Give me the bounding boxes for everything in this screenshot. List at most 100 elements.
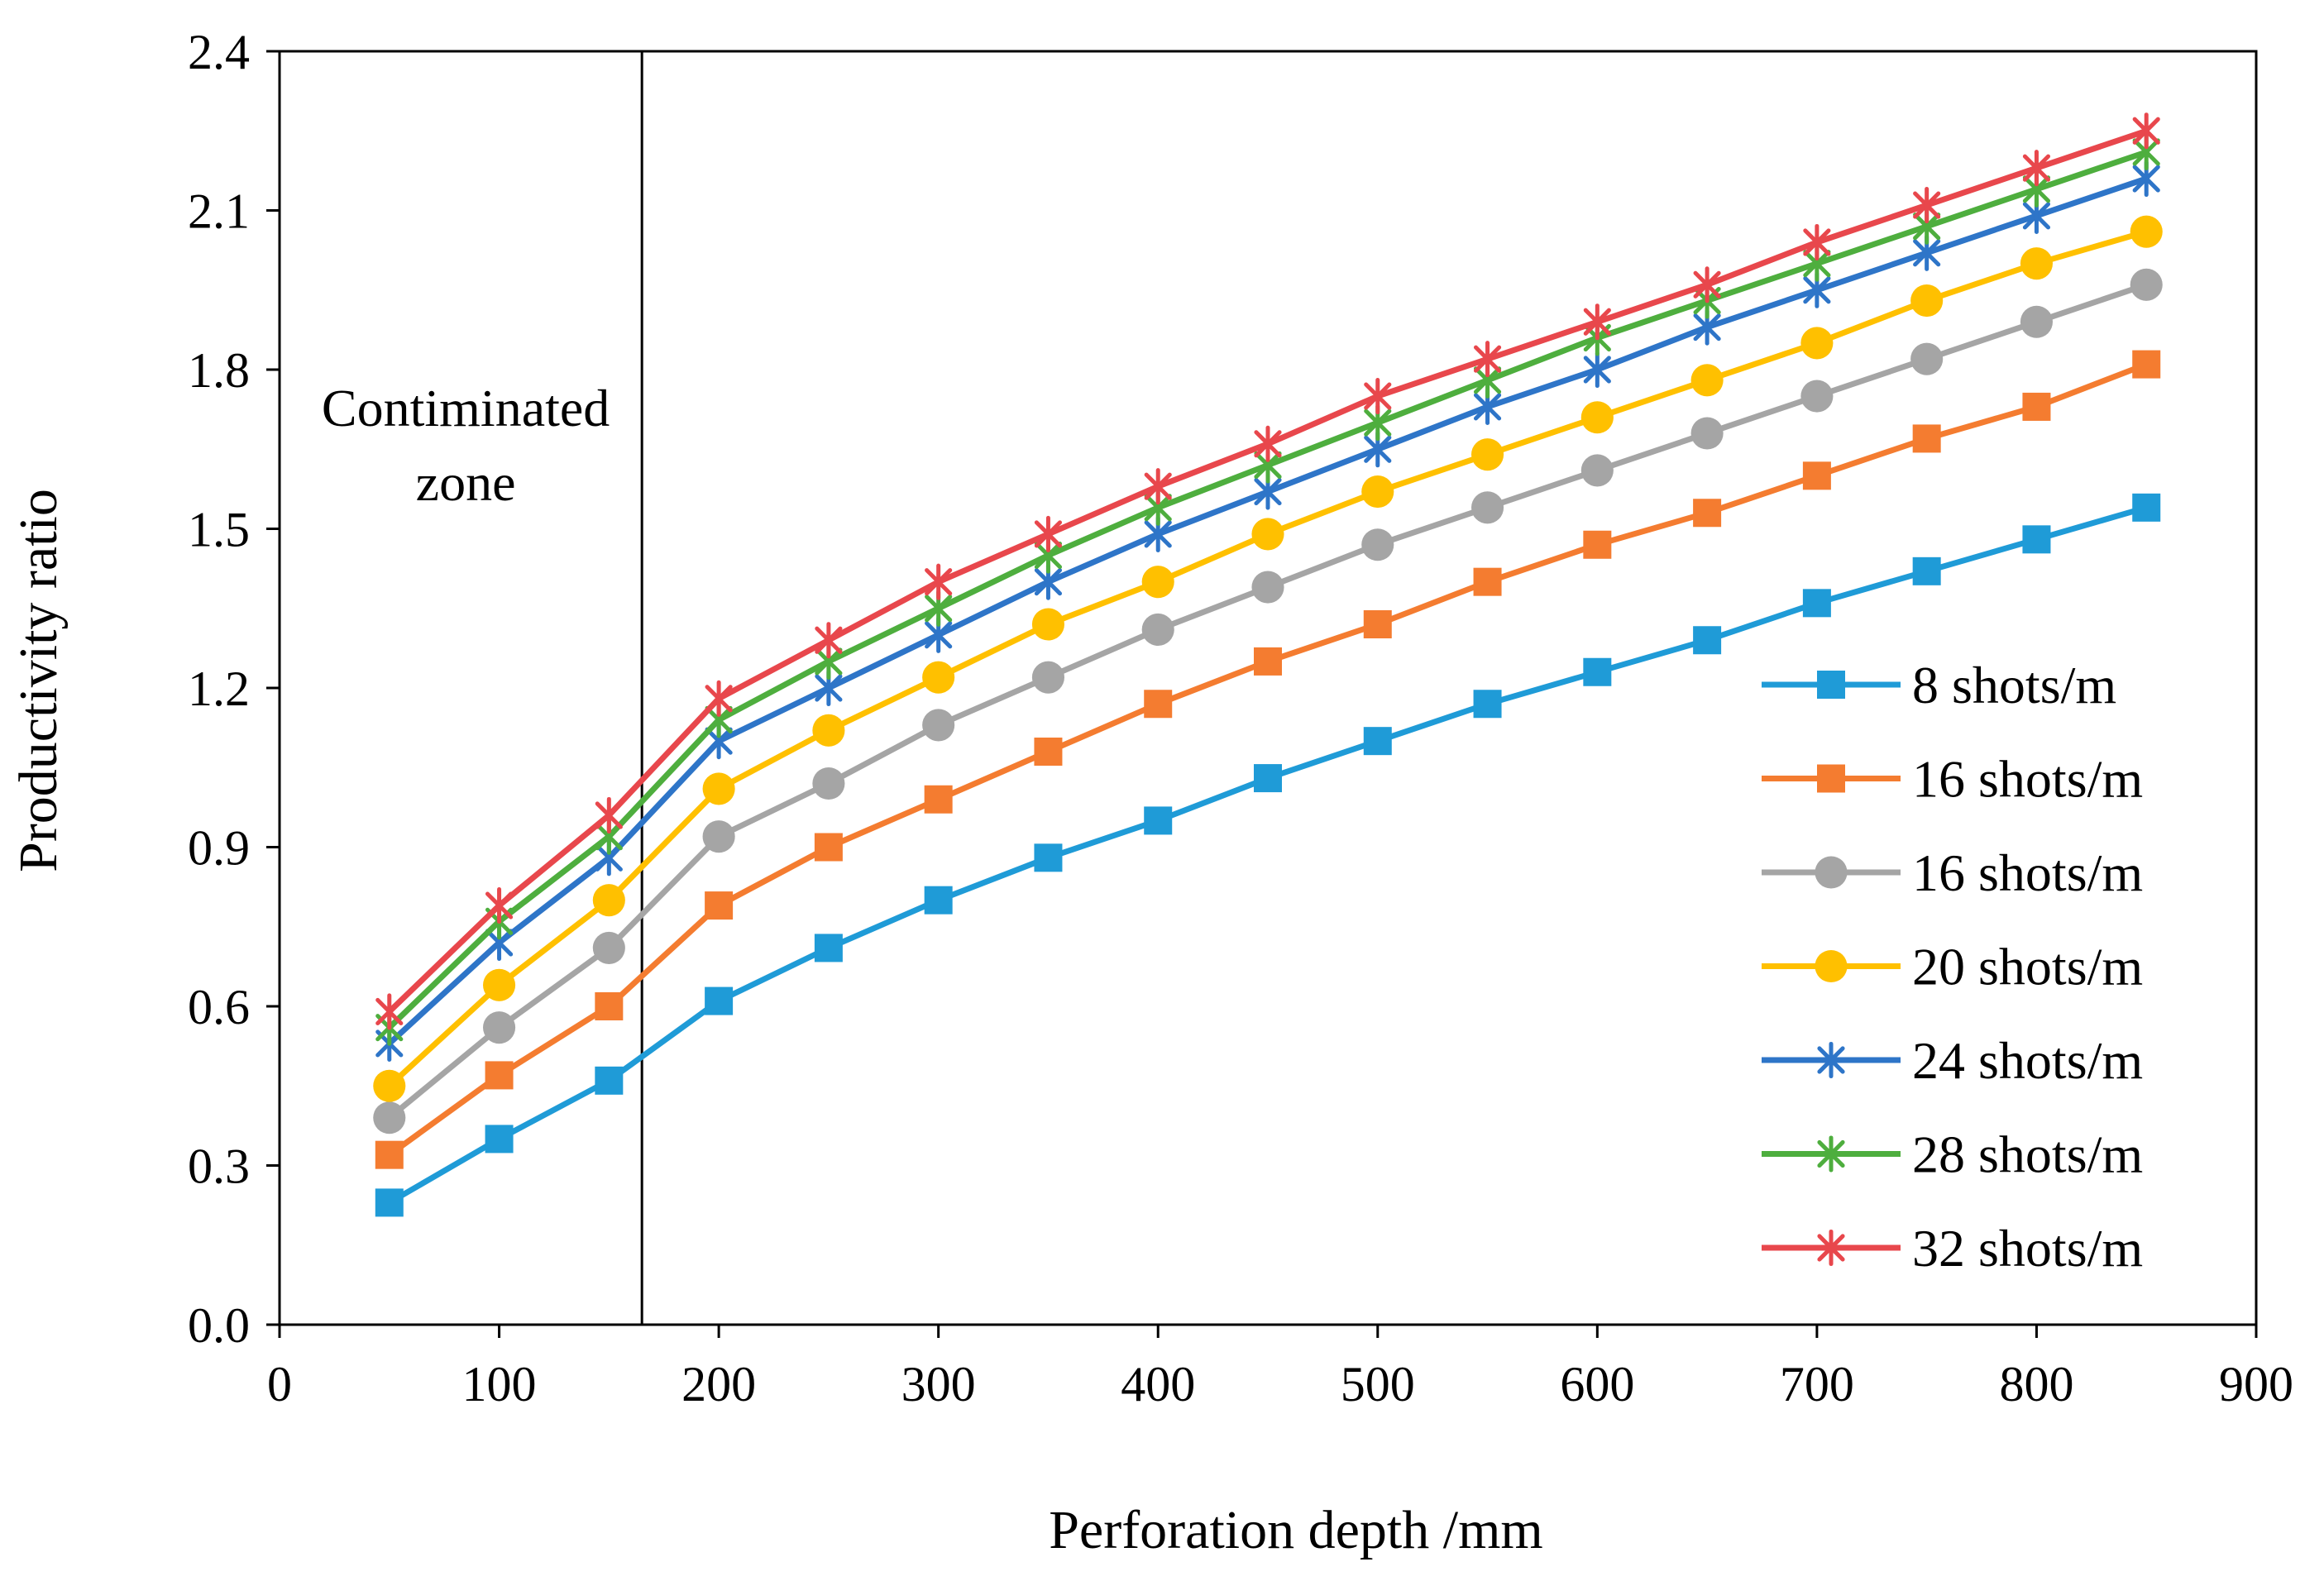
axes: 0 100 200 300 400 500 600 700 800 900 0.0 0.3 0.6 0.9… (188, 25, 2293, 1411)
y-axis-label: Productivity ratio (8, 489, 69, 872)
data-point-square (1693, 626, 1722, 655)
zone-annotation-text: zone (416, 453, 516, 512)
data-point (1913, 187, 1941, 224)
data-point-square (814, 833, 843, 862)
data-point (1141, 613, 1174, 646)
data-point-circle (1800, 380, 1834, 413)
data-point-circle (1800, 327, 1834, 360)
data-point (1690, 417, 1724, 450)
data-point (1364, 378, 1392, 415)
series-6 (375, 133, 2160, 1046)
data-point (1473, 567, 1502, 596)
y-tick-label: 2.1 (188, 184, 250, 239)
data-point-square (375, 1140, 404, 1169)
data-point (1815, 949, 1848, 983)
data-point-circle (1580, 401, 1614, 434)
data-point (1580, 401, 1614, 434)
data-point (1802, 461, 1831, 490)
data-point (1817, 671, 1845, 699)
data-point-circle (1815, 949, 1848, 983)
legend-label: 28 shots/m (1912, 1125, 2143, 1184)
x-tick-label: 400 (1121, 1357, 1195, 1411)
data-point (1144, 690, 1173, 719)
data-point-circle (1690, 417, 1724, 450)
data-point-circle (1690, 364, 1724, 397)
data-point (1251, 518, 1284, 551)
series-line (387, 175, 2148, 1046)
data-point (705, 891, 734, 920)
legend-label: 8 shots/m (1912, 656, 2116, 714)
data-point-circle (373, 1101, 406, 1134)
data-point (375, 993, 404, 1030)
data-point-circle (1141, 566, 1174, 599)
data-point-circle (373, 1069, 406, 1102)
data-point (814, 833, 843, 862)
data-point (1034, 843, 1063, 872)
x-tick-label: 600 (1560, 1357, 1634, 1411)
legend-item: 20 shots/m (1762, 938, 2143, 996)
x-tick-label: 700 (1780, 1357, 1854, 1411)
annotation: Contiminated zone (322, 51, 643, 1325)
legend-label: 20 shots/m (1912, 938, 2143, 996)
data-point (375, 1140, 404, 1169)
y-tick-label: 0.9 (188, 821, 250, 876)
y-tick-label: 1.2 (188, 662, 250, 716)
data-point (595, 1066, 624, 1095)
data-point-circle (1580, 454, 1614, 487)
y-tick-label: 0.6 (188, 980, 250, 1034)
data-point-square (595, 1066, 624, 1095)
data-point (1363, 610, 1392, 638)
data-point-square (1144, 806, 1173, 835)
data-point-square (485, 1125, 514, 1154)
legend-item: 16 shots/m (1762, 843, 2143, 902)
data-point (1031, 608, 1064, 641)
data-point-circle (1471, 438, 1504, 471)
data-point (814, 934, 843, 962)
data-point-circle (1471, 491, 1504, 524)
data-point (1251, 571, 1284, 604)
x-tick-label: 800 (1999, 1357, 2073, 1411)
data-point-circle (483, 1011, 516, 1044)
data-point (1471, 491, 1504, 524)
data-point-circle (1251, 518, 1284, 551)
data-point (1254, 764, 1282, 793)
data-point-circle (1141, 613, 1174, 646)
data-point (1912, 556, 1941, 585)
data-point (1034, 515, 1063, 552)
data-point-circle (702, 772, 735, 805)
legend-item: 16 shots/m (1762, 750, 2143, 809)
data-point-square (1583, 530, 1612, 559)
legend: 8 shots/m 16 shots/m 16 shots/m 20 shots/m 2… (1762, 656, 2143, 1278)
data-point (1817, 1229, 1845, 1267)
data-point (2020, 305, 2053, 338)
legend-item: 24 shots/m (1762, 1031, 2143, 1090)
data-point (595, 992, 624, 1020)
data-point-circle (702, 820, 735, 853)
data-point-circle (922, 661, 955, 694)
data-point (1254, 647, 1282, 676)
legend-label: 24 shots/m (1912, 1031, 2143, 1090)
data-point-square (1034, 843, 1063, 872)
y-tick-label: 0.3 (188, 1139, 250, 1194)
data-point (2022, 150, 2051, 187)
data-point (1141, 566, 1174, 599)
zone-annotation-text: Contiminated (322, 379, 610, 437)
data-point (924, 886, 953, 915)
data-point-circle (2020, 305, 2053, 338)
data-point (924, 785, 953, 814)
data-point (1254, 425, 1282, 462)
y-tick-label: 2.4 (188, 25, 250, 79)
data-point (1473, 341, 1502, 378)
data-point (483, 968, 516, 1001)
x-tick-label: 900 (2219, 1357, 2293, 1411)
data-point (2022, 392, 2051, 421)
data-point-square (705, 891, 734, 920)
data-point-circle (1815, 856, 1848, 889)
data-point-circle (812, 767, 845, 800)
data-point (1361, 475, 1394, 509)
data-point (1583, 530, 1612, 559)
data-point-square (1254, 647, 1282, 676)
data-point-circle (1251, 571, 1284, 604)
x-tick-label: 200 (681, 1357, 756, 1411)
